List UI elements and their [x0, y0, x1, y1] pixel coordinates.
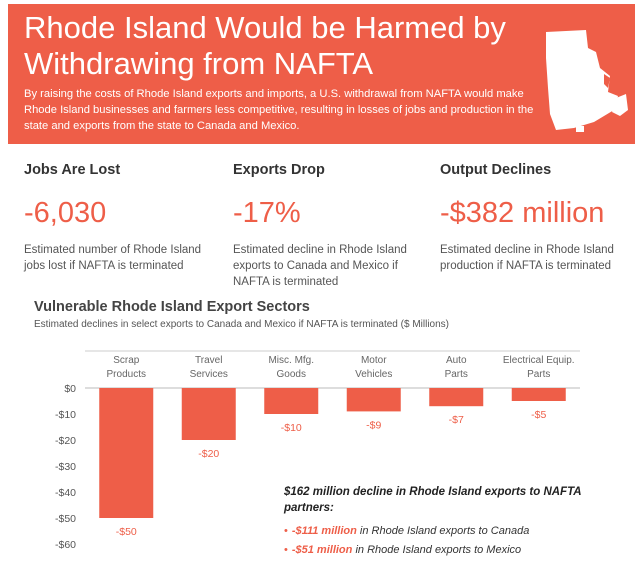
category-label: Goods — [277, 369, 306, 380]
metric-heading: Output Declines — [440, 162, 552, 178]
metric-value: -17% — [233, 197, 301, 229]
category-label: Parts — [445, 369, 468, 380]
bar — [511, 388, 566, 401]
header-banner: Rhode Island Would be Harmed by Withdraw… — [8, 4, 635, 144]
metric-jobs: Jobs Are Lost -6,030 Estimated number of… — [24, 162, 224, 274]
callout-text: in Rhode Island exports to Mexico — [352, 544, 522, 556]
data-label: -$20 — [198, 448, 219, 460]
category-label: Electrical Equip. — [503, 355, 575, 366]
data-label: -$50 — [116, 526, 137, 538]
bar — [429, 388, 484, 407]
category-label: Services — [190, 369, 228, 380]
y-tick-label: -$40 — [55, 487, 76, 499]
y-tick-label: -$10 — [55, 409, 76, 421]
y-tick-label: -$30 — [55, 461, 76, 473]
data-label: -$10 — [281, 422, 302, 434]
callout-list: • -$111 million in Rhode Island exports t… — [284, 522, 624, 560]
category-label: Misc. Mfg. — [268, 355, 314, 366]
metric-value: -$382 million — [440, 197, 605, 229]
bullet-icon: • — [284, 525, 288, 537]
category-label: Vehicles — [355, 369, 392, 380]
callout-amount: -$51 million — [291, 544, 353, 556]
metric-heading: Exports Drop — [233, 162, 325, 178]
bar — [99, 388, 154, 518]
data-label: -$5 — [531, 409, 546, 421]
page-title: Rhode Island Would be Harmed by Withdraw… — [24, 10, 506, 81]
metric-heading: Jobs Are Lost — [24, 162, 121, 178]
list-item: • -$111 million in Rhode Island exports t… — [284, 522, 624, 541]
y-tick-label: -$50 — [55, 513, 76, 525]
metric-output: Output Declines -$382 million Estimated … — [440, 162, 625, 274]
category-label: Parts — [527, 369, 550, 380]
category-label: Auto — [446, 355, 467, 366]
chart-subtitle: Estimated declines in select exports to … — [34, 319, 449, 330]
metric-description: Estimated number of Rhode Island jobs lo… — [24, 244, 202, 272]
export-decline-callout: $162 million decline in Rhode Island exp… — [284, 484, 624, 560]
callout-amount: -$111 million — [291, 525, 357, 537]
bullet-icon: • — [284, 544, 288, 556]
y-tick-label: -$60 — [55, 539, 76, 551]
bar — [181, 388, 236, 440]
category-label: Travel — [195, 355, 222, 366]
metric-description: Estimated decline in Rhode Island produc… — [440, 244, 614, 272]
y-tick-label: $0 — [64, 383, 76, 395]
category-label: Scrap — [113, 355, 140, 366]
banner-description: By raising the costs of Rhode Island exp… — [24, 88, 534, 132]
data-label: -$9 — [366, 419, 381, 431]
rhode-island-map-icon — [546, 30, 628, 132]
list-item: • -$51 million in Rhode Island exports to… — [284, 541, 624, 560]
category-label: Products — [107, 369, 146, 380]
metric-exports: Exports Drop -17% Estimated decline in R… — [233, 162, 418, 290]
metric-description: Estimated decline in Rhode Island export… — [233, 244, 407, 288]
category-label: Motor — [361, 355, 387, 366]
bar — [346, 388, 401, 412]
chart-title: Vulnerable Rhode Island Export Sectors — [34, 299, 310, 315]
data-label: -$7 — [449, 414, 464, 426]
bar — [264, 388, 319, 414]
callout-text: in Rhode Island exports to Canada — [356, 525, 530, 537]
callout-heading: $162 million decline in Rhode Island exp… — [284, 486, 582, 514]
y-tick-label: -$20 — [55, 435, 76, 447]
metric-value: -6,030 — [24, 197, 107, 229]
